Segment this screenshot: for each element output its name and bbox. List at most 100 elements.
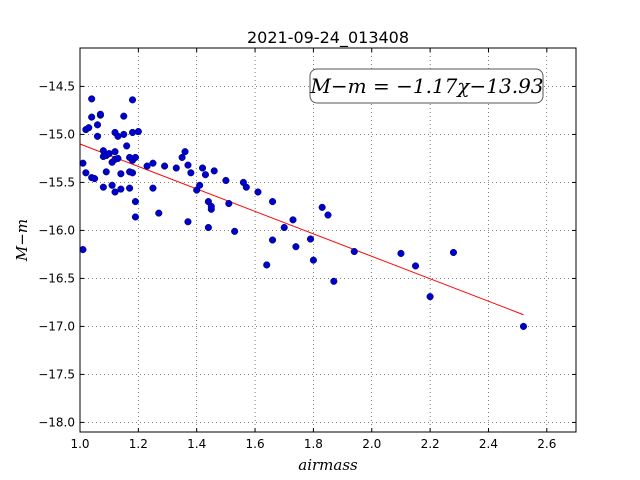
points-layer bbox=[79, 95, 528, 330]
data-point bbox=[289, 216, 297, 224]
data-point bbox=[263, 261, 271, 269]
data-point bbox=[120, 112, 128, 120]
data-point bbox=[178, 153, 186, 161]
data-point bbox=[309, 256, 317, 264]
data-point bbox=[161, 162, 169, 170]
data-point bbox=[269, 236, 277, 244]
plot-frame bbox=[79, 47, 577, 433]
data-point bbox=[85, 124, 93, 132]
data-point bbox=[114, 154, 122, 162]
data-point bbox=[91, 175, 99, 183]
y-tick-label: −16.5 bbox=[38, 271, 75, 285]
x-tick-label: 2.4 bbox=[479, 437, 498, 451]
data-point bbox=[131, 153, 139, 161]
fit-line bbox=[79, 143, 524, 316]
data-point bbox=[350, 247, 358, 256]
y-tick-label: −16.0 bbox=[38, 223, 75, 237]
data-point bbox=[330, 277, 338, 285]
data-point bbox=[231, 227, 239, 235]
data-point bbox=[120, 130, 128, 138]
data-point bbox=[117, 185, 125, 193]
data-point bbox=[519, 322, 528, 330]
data-point bbox=[111, 148, 119, 156]
fit-layer bbox=[79, 143, 524, 316]
data-point bbox=[131, 198, 139, 206]
data-point bbox=[149, 159, 157, 167]
data-point bbox=[184, 218, 192, 226]
y-tick-label: −14.5 bbox=[38, 79, 75, 93]
y-tick-label: −17.5 bbox=[38, 367, 75, 381]
x-tick-label: 1.0 bbox=[70, 437, 89, 451]
data-point bbox=[149, 184, 157, 192]
y-axis-label: M−m bbox=[13, 219, 31, 262]
data-point bbox=[111, 188, 119, 196]
data-point bbox=[134, 127, 142, 136]
x-tick-labels: 1.0 1.2 1.4 1.6 1.8 2.0 2.2 2.4 2.6 bbox=[70, 437, 556, 451]
data-point bbox=[318, 203, 326, 211]
x-tick-label: 1.6 bbox=[246, 437, 265, 451]
data-point bbox=[201, 171, 210, 179]
y-tick-label: −17.0 bbox=[38, 319, 75, 333]
fit-annotation-box bbox=[309, 68, 544, 104]
x-axis-label: airmass bbox=[298, 456, 358, 474]
x-tick-label: 1.8 bbox=[304, 437, 323, 451]
data-point bbox=[79, 159, 87, 167]
data-point bbox=[196, 181, 204, 189]
data-point bbox=[210, 167, 218, 175]
data-point bbox=[254, 188, 262, 196]
data-point bbox=[292, 243, 300, 251]
data-point bbox=[324, 211, 332, 219]
data-point bbox=[269, 198, 277, 206]
data-point bbox=[172, 164, 180, 172]
y-tick-label: −15.5 bbox=[38, 175, 75, 189]
data-point bbox=[96, 110, 104, 118]
data-point bbox=[411, 262, 420, 270]
data-point bbox=[143, 162, 151, 170]
grid-layer bbox=[79, 48, 576, 432]
x-tick-label: 2.2 bbox=[421, 437, 440, 451]
data-point bbox=[88, 113, 96, 121]
data-point bbox=[117, 170, 125, 178]
chart-title: 2021-09-24_013408 bbox=[247, 28, 409, 48]
data-point bbox=[99, 183, 107, 191]
data-point bbox=[155, 209, 163, 217]
x-tick-label: 1.2 bbox=[129, 437, 148, 451]
data-point bbox=[93, 121, 102, 129]
x-tick-label: 2.6 bbox=[537, 437, 556, 451]
data-point bbox=[397, 249, 405, 257]
data-point bbox=[198, 164, 207, 172]
data-point bbox=[280, 223, 288, 232]
data-point bbox=[184, 161, 192, 169]
data-point bbox=[93, 132, 102, 140]
data-point bbox=[225, 199, 233, 208]
data-point bbox=[88, 95, 96, 103]
y-tick-label: −18.0 bbox=[38, 415, 75, 429]
y-tick-labels: −14.5 −15.0 −15.5 −16.0 −16.5 −17.0 −17.5 −18.0 bbox=[38, 79, 75, 429]
data-point bbox=[181, 148, 189, 156]
data-point bbox=[222, 176, 230, 185]
data-point bbox=[108, 181, 116, 189]
fit-annotation-text: M−m = −1.17χ−13.93 bbox=[309, 74, 543, 98]
data-point bbox=[204, 223, 212, 232]
data-point bbox=[128, 96, 137, 104]
data-point bbox=[131, 213, 139, 221]
data-point bbox=[426, 293, 434, 301]
data-point bbox=[187, 169, 195, 177]
x-tick-label: 1.4 bbox=[187, 437, 206, 451]
fit-annotation: M−m = −1.17χ−13.93 bbox=[309, 68, 544, 104]
data-point bbox=[449, 248, 458, 257]
data-point bbox=[128, 128, 137, 137]
data-point bbox=[79, 246, 87, 254]
data-point bbox=[128, 169, 137, 177]
data-point bbox=[242, 183, 250, 191]
y-tick-label: −15.0 bbox=[38, 127, 75, 141]
ticks-layer bbox=[79, 48, 576, 432]
data-point bbox=[126, 184, 134, 192]
data-point bbox=[306, 235, 315, 243]
data-point bbox=[207, 202, 215, 210]
data-point bbox=[123, 142, 131, 150]
data-point bbox=[82, 169, 90, 177]
x-tick-label: 2.0 bbox=[362, 437, 381, 451]
data-point bbox=[102, 168, 110, 176]
